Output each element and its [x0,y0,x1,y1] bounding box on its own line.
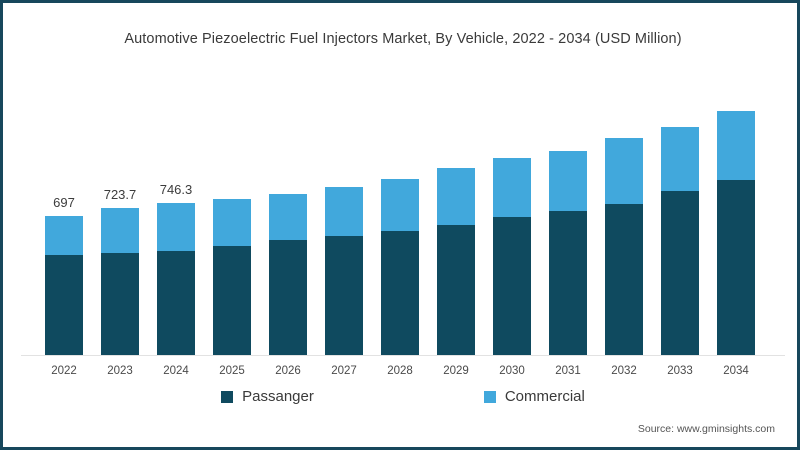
bar-segment-passanger[interactable] [381,231,419,355]
bar-group[interactable]: 2027 [325,187,363,377]
bar-stack [605,138,643,355]
bar-segment-passanger[interactable] [661,191,699,355]
bar-value-label: 746.3 [159,182,193,197]
x-axis-tick-label: 2026 [275,365,301,377]
bar-segment-passanger[interactable] [437,225,475,355]
legend-swatch-icon [483,390,496,403]
bar-group[interactable]: 2033 [661,127,699,377]
bar-segment-passanger[interactable] [493,217,531,355]
x-axis-line [21,355,785,356]
bar-segment-passanger[interactable] [213,246,251,355]
x-axis-tick-label: 2032 [611,365,637,377]
bar-group[interactable]: 2030 [493,158,531,377]
bar-stack [437,168,475,355]
x-axis-tick-label: 2022 [51,365,77,377]
x-axis-tick-label: 2034 [723,365,749,377]
source-note: Source: www.gminsights.com [637,423,775,435]
x-axis-tick-label: 2029 [443,365,469,377]
x-axis-tick-label: 2023 [107,365,133,377]
x-axis-tick-label: 2031 [555,365,581,377]
bar-segment-commercial[interactable] [717,111,755,180]
bar-stack [381,179,419,355]
bar-value-label: 723.7 [103,187,137,202]
bar-segment-commercial[interactable] [45,216,83,255]
bar-segment-commercial[interactable] [213,199,251,246]
bar-group[interactable]: 697 2022 [45,195,83,377]
bar-segment-passanger[interactable] [549,211,587,355]
legend-item[interactable]: Commercial [483,388,585,405]
bar-segment-commercial[interactable] [157,203,195,251]
bar-stack [717,111,755,355]
bar-group[interactable]: 746.3 2024 [157,182,195,377]
bar-segment-commercial[interactable] [549,151,587,211]
bar-segment-commercial[interactable] [101,208,139,253]
bar-value-label: 697 [53,195,75,210]
bar-segment-passanger[interactable] [605,204,643,355]
bar-segment-commercial[interactable] [269,194,307,240]
legend-label: Passanger [242,388,314,405]
bar-segment-commercial[interactable] [437,168,475,225]
bar-segment-passanger[interactable] [325,236,363,355]
bar-segment-commercial[interactable] [493,158,531,217]
legend-label: Commercial [504,388,585,405]
legend-swatch-icon [221,390,234,403]
bar-segment-passanger[interactable] [101,253,139,355]
legend-item[interactable]: Passanger [221,388,314,405]
bar-stack [493,158,531,355]
chart-legend: Passanger Commercial [3,388,797,405]
x-axis-tick-label: 2027 [331,365,357,377]
bar-group[interactable]: 723.7 2023 [101,187,139,377]
bar-segment-commercial[interactable] [325,187,363,236]
x-axis-tick-label: 2030 [499,365,525,377]
bar-segment-commercial[interactable] [661,127,699,191]
plot-area: 697 2022 723.7 2023 746.3 2024 2025 2026 2027 202… [3,3,797,447]
bar-group[interactable]: 2031 [549,151,587,377]
bar-segment-passanger[interactable] [717,180,755,355]
chart-title: Automotive Piezoelectric Fuel Injectors … [124,31,682,47]
bar-segment-passanger[interactable] [45,255,83,355]
bar-group[interactable]: 2026 [269,194,307,377]
bar-group[interactable]: 2029 [437,168,475,377]
bar-segment-passanger[interactable] [269,240,307,355]
bar-segment-commercial[interactable] [605,138,643,204]
x-axis-tick-label: 2025 [219,365,245,377]
x-axis-tick-label: 2033 [667,365,693,377]
x-axis-tick-label: 2028 [387,365,413,377]
bar-group[interactable]: 2032 [605,138,643,377]
bar-group[interactable]: 2034 [717,111,755,377]
bar-stack [549,151,587,355]
x-axis-tick-label: 2024 [163,365,189,377]
bar-group[interactable]: 2025 [213,199,251,377]
bar-stack [269,194,307,355]
bar-stack [45,216,83,355]
bar-stack [101,208,139,355]
bar-stack [325,187,363,355]
bar-stack [157,203,195,355]
bar-segment-commercial[interactable] [381,179,419,231]
bar-group[interactable]: 2028 [381,179,419,377]
bar-stack [213,199,251,355]
bar-segment-passanger[interactable] [157,251,195,355]
bar-stack [661,127,699,355]
